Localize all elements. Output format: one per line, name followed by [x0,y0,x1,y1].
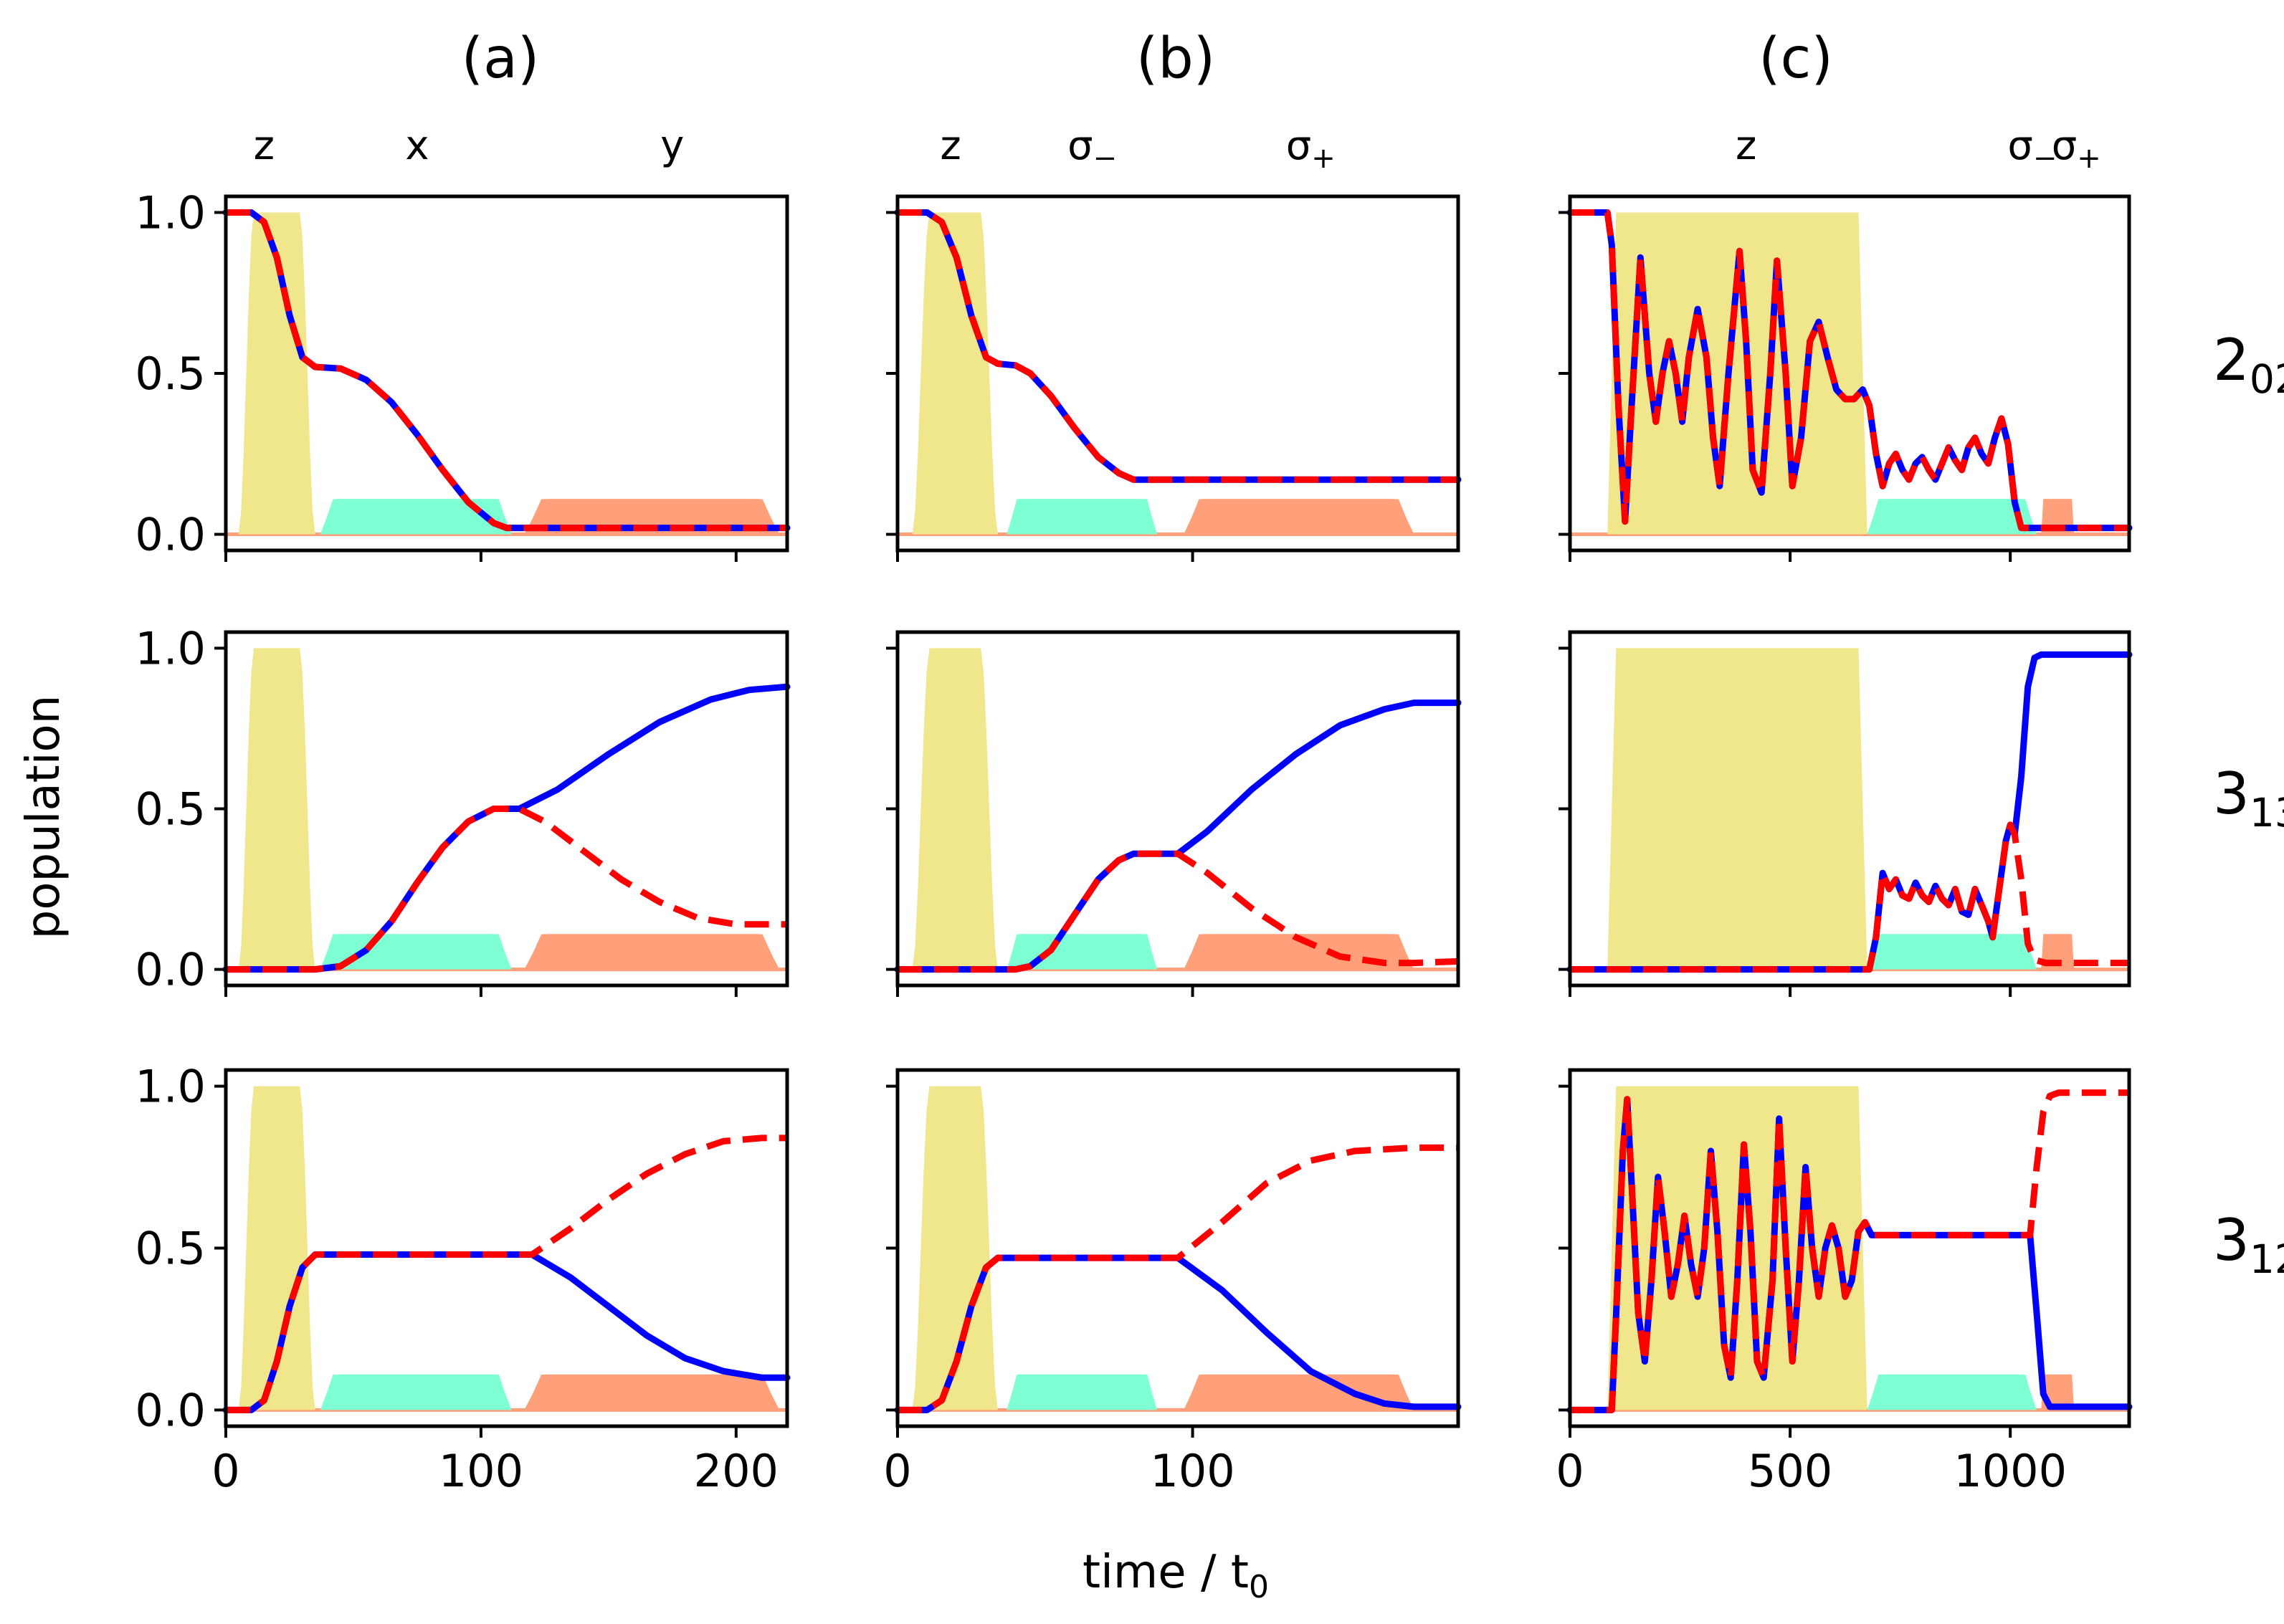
pulse-sigma_minus [1867,1374,2037,1410]
pulse-z [1607,212,1867,535]
row-label-313-sub: 13 [2250,790,2284,836]
pulse-x [320,499,512,535]
panel-b-202: z σ− σ+ [886,123,1462,562]
series-red-dashed-line [1570,209,2129,532]
pulse-sigma_minus [1007,934,1158,970]
column-title-a: (a) [462,27,540,91]
x-tick-label: 0 [883,1445,911,1497]
x-axis-label-sub: 0 [1249,1569,1269,1605]
row-label-202-main: 2 [2213,327,2250,393]
pulse-y [524,1374,780,1410]
x-tick-label: 1000 [1954,1445,2067,1497]
x-tick-label: 0 [1556,1445,1584,1497]
pulse-sigma_minus [1867,934,2037,970]
panel-b-313 [886,630,1462,997]
pulse-label-main: z [1736,123,1756,169]
pulse-sigma_minus [1867,499,2037,535]
y-axis-label: population [17,695,70,940]
x-axis-label: time / t0 [1082,1546,1269,1605]
row-label-202-sub: 02 [2250,356,2284,402]
x-tick-label: 500 [1748,1445,1832,1497]
panel-c-313 [1559,630,2133,997]
y-tick-label: 1.0 [135,1061,206,1113]
pulse-label-main: y [660,123,684,169]
pulse-label: z [254,123,275,169]
series-red-dashed-line [226,209,787,532]
x-tick-label: 100 [439,1445,523,1497]
y-tick-label: 0.5 [135,783,206,836]
pulse-z [912,212,998,535]
y-tick-label: 0.5 [135,348,206,400]
x-axis-label-main: time / t [1082,1546,1249,1599]
panel-a-202: 0.0 0.5 1.0 z x y [135,123,791,562]
y-tick-label: 0.0 [135,944,206,996]
row-label-312-main: 3 [2213,1207,2250,1274]
x-tick-label: 200 [694,1445,779,1497]
pulse-label-main: z [940,123,961,169]
row-label-202: 202 [2213,327,2284,402]
pulse-sigma_plus [1184,934,1414,970]
pulse-sigma_minus [1007,499,1158,535]
series-red-dashed-line [898,209,1458,483]
series-red-dashed-line [226,1135,787,1413]
pulse-label: σ− [1067,123,1117,175]
pulse-label-sub: + [2077,142,2101,175]
y-tick-label: 1.0 [135,186,206,239]
pulse-x [320,1374,512,1410]
pulse-label-main: z [254,123,275,169]
pulse-label: σ+ [2052,123,2101,175]
panel-c-202: z σ−σ+ [1559,123,2133,562]
y-tick-label: 0.0 [135,1384,206,1436]
panel-a-312: 0.0 0.5 1.0 0 100 200 [135,1061,791,1497]
pulse-label-main: σ [1067,123,1093,169]
y-tick-label: 0.0 [135,509,206,561]
x-tick-label: 100 [1150,1445,1234,1497]
column-title-c: (c) [1759,27,1833,91]
pulse-label-main: σ [2052,123,2078,169]
pulse-label: z [1736,123,1756,169]
pulse-label-main: x [405,123,429,169]
pulse-label: σ− [2007,123,2057,175]
pulse-label: σ+ [1286,123,1336,175]
pulse-label-main: σ [2007,123,2033,169]
pulse-label-main: σ [1286,123,1312,169]
y-tick-label: 0.5 [135,1223,206,1275]
pulse-sigma_minus [1007,1374,1158,1410]
pulse-z [238,648,315,970]
series-red-dashed-line [898,1144,1458,1413]
panel-b-312: 0 100 [883,1068,1462,1497]
x-tick-label: 0 [211,1445,239,1497]
pulse-label-sub: − [2033,142,2057,175]
row-label-313-main: 3 [2213,760,2250,827]
pulse-x [320,934,512,970]
pulse-z [912,1086,998,1410]
row-label-313: 313 [2213,760,2284,836]
pulse-label-sub: + [1311,142,1336,175]
labels-layer: (a) (b) (c) population time / t0 202 313… [17,27,2284,1605]
pulse-label: x [405,123,429,169]
series-red-dashed-line [898,850,1459,973]
pulse-label: y [660,123,684,169]
pulse-z [1607,648,1867,970]
series-red-dashed-line [226,806,787,973]
pulse-label: z [940,123,961,169]
pulse-label-sub: − [1093,142,1118,175]
series-red-dashed-line [1570,1089,2129,1413]
panels-layer: 0.00.51.0z x y z σ− σ+ z σ−σ+0.00.51.00.00.51.0… [135,123,2133,1497]
pulse-sigma_plus [1184,1374,1414,1410]
column-title-b: (b) [1136,27,1215,91]
series-red-dashed-line [1570,821,2129,973]
pulse-z [912,648,998,970]
y-tick-label: 1.0 [135,622,206,674]
row-label-312: 312 [2213,1207,2284,1282]
pulse-z [238,212,315,535]
row-label-312-sub: 12 [2250,1236,2284,1282]
panel-c-312: 0 500 1000 [1556,1068,2133,1497]
pulse-sigma_plus [1184,499,1414,535]
pulse-y [524,934,780,970]
pulse-z [238,1086,315,1410]
panel-a-313: 0.0 0.5 1.0 [135,622,791,997]
